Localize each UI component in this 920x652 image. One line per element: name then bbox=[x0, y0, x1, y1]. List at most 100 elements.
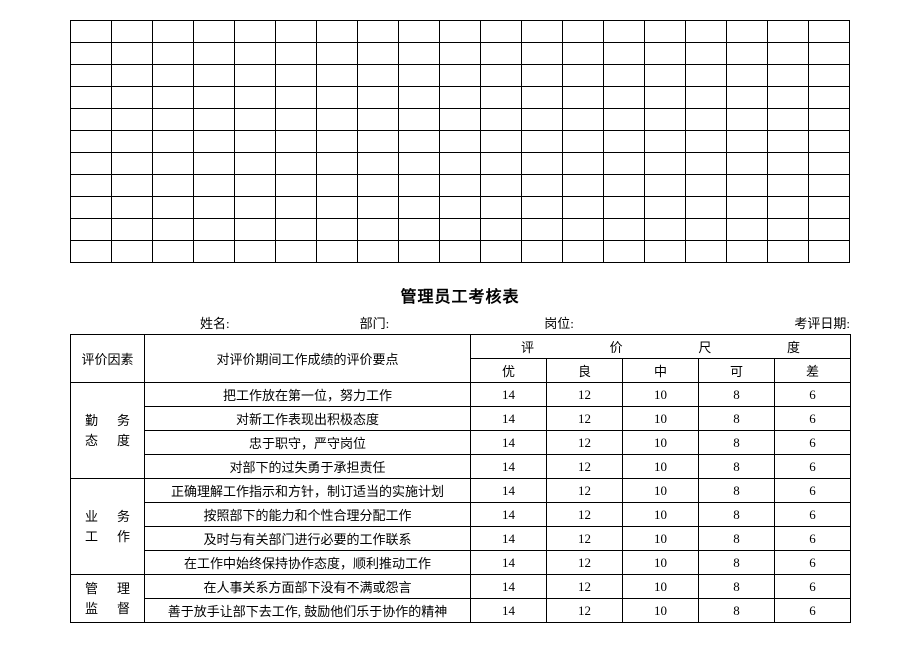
empty-cell bbox=[112, 175, 153, 197]
desc-cell: 忠于职守，严守岗位 bbox=[145, 431, 471, 455]
empty-cell bbox=[768, 153, 809, 175]
desc-cell: 对新工作表现出积极态度 bbox=[145, 407, 471, 431]
empty-cell bbox=[563, 109, 604, 131]
empty-cell bbox=[358, 131, 399, 153]
score-cell: 8 bbox=[699, 551, 775, 575]
empty-cell bbox=[522, 175, 563, 197]
table-row: 管 理监 督在人事关系方面部下没有不满或怨言14121086 bbox=[71, 575, 851, 599]
empty-cell bbox=[112, 43, 153, 65]
empty-cell bbox=[481, 241, 522, 263]
empty-cell bbox=[358, 109, 399, 131]
empty-cell bbox=[153, 197, 194, 219]
empty-cell bbox=[768, 197, 809, 219]
empty-cell bbox=[358, 21, 399, 43]
desc-cell: 善于放手让部下去工作, 鼓励他们乐于协作的精神 bbox=[145, 599, 471, 623]
empty-cell bbox=[604, 241, 645, 263]
score-cell: 10 bbox=[623, 503, 699, 527]
empty-cell bbox=[604, 43, 645, 65]
empty-cell bbox=[645, 109, 686, 131]
desc-cell: 在人事关系方面部下没有不满或怨言 bbox=[145, 575, 471, 599]
empty-cell bbox=[563, 65, 604, 87]
empty-cell bbox=[481, 153, 522, 175]
empty-cell bbox=[522, 219, 563, 241]
empty-cell bbox=[645, 175, 686, 197]
score-cell: 14 bbox=[471, 575, 547, 599]
desc-cell: 按照部下的能力和个性合理分配工作 bbox=[145, 503, 471, 527]
empty-cell bbox=[563, 219, 604, 241]
empty-cell bbox=[809, 65, 850, 87]
empty-cell bbox=[399, 197, 440, 219]
empty-cell bbox=[522, 87, 563, 109]
factor-cell: 业 务工 作 bbox=[71, 479, 145, 575]
empty-cell bbox=[604, 21, 645, 43]
score-cell: 14 bbox=[471, 503, 547, 527]
scale-header: 评 价 尺 度 bbox=[471, 335, 851, 359]
score-cell: 12 bbox=[547, 527, 623, 551]
empty-cell bbox=[194, 21, 235, 43]
empty-cell bbox=[563, 241, 604, 263]
empty-cell bbox=[317, 153, 358, 175]
score-cell: 12 bbox=[547, 599, 623, 623]
scale-label: 中 bbox=[623, 359, 699, 383]
empty-cell bbox=[358, 241, 399, 263]
empty-cell bbox=[522, 43, 563, 65]
score-cell: 14 bbox=[471, 455, 547, 479]
empty-cell bbox=[358, 153, 399, 175]
score-cell: 8 bbox=[699, 503, 775, 527]
empty-cell bbox=[112, 21, 153, 43]
empty-cell bbox=[481, 219, 522, 241]
desc-cell: 及时与有关部门进行必要的工作联系 bbox=[145, 527, 471, 551]
empty-cell bbox=[481, 21, 522, 43]
score-cell: 14 bbox=[471, 599, 547, 623]
empty-cell bbox=[194, 175, 235, 197]
empty-cell bbox=[645, 153, 686, 175]
empty-cell bbox=[399, 87, 440, 109]
score-cell: 12 bbox=[547, 407, 623, 431]
empty-cell bbox=[194, 43, 235, 65]
empty-cell bbox=[645, 197, 686, 219]
empty-cell bbox=[809, 87, 850, 109]
empty-cell bbox=[563, 153, 604, 175]
empty-cell bbox=[768, 241, 809, 263]
score-cell: 10 bbox=[623, 383, 699, 407]
empty-cell bbox=[194, 197, 235, 219]
score-cell: 6 bbox=[775, 551, 851, 575]
empty-cell bbox=[317, 21, 358, 43]
empty-cell bbox=[768, 219, 809, 241]
empty-cell bbox=[399, 109, 440, 131]
empty-cell bbox=[440, 87, 481, 109]
empty-cell bbox=[727, 175, 768, 197]
scale-label: 差 bbox=[775, 359, 851, 383]
empty-cell bbox=[686, 197, 727, 219]
score-cell: 12 bbox=[547, 503, 623, 527]
empty-cell bbox=[440, 65, 481, 87]
score-cell: 6 bbox=[775, 407, 851, 431]
empty-cell bbox=[317, 109, 358, 131]
empty-cell bbox=[809, 219, 850, 241]
empty-cell bbox=[481, 109, 522, 131]
score-cell: 14 bbox=[471, 479, 547, 503]
score-cell: 14 bbox=[471, 383, 547, 407]
empty-cell bbox=[71, 109, 112, 131]
empty-cell bbox=[686, 241, 727, 263]
empty-cell bbox=[604, 175, 645, 197]
score-cell: 14 bbox=[471, 431, 547, 455]
empty-cell bbox=[317, 197, 358, 219]
empty-cell bbox=[71, 65, 112, 87]
empty-cell bbox=[645, 21, 686, 43]
score-cell: 12 bbox=[547, 551, 623, 575]
empty-cell bbox=[276, 65, 317, 87]
empty-cell bbox=[358, 43, 399, 65]
empty-cell bbox=[235, 87, 276, 109]
empty-cell bbox=[276, 153, 317, 175]
scale-label: 良 bbox=[547, 359, 623, 383]
empty-cell bbox=[809, 241, 850, 263]
empty-cell bbox=[235, 65, 276, 87]
empty-cell bbox=[727, 131, 768, 153]
empty-cell bbox=[522, 21, 563, 43]
empty-cell bbox=[194, 219, 235, 241]
scale-label: 优 bbox=[471, 359, 547, 383]
score-cell: 8 bbox=[699, 599, 775, 623]
empty-cell bbox=[194, 109, 235, 131]
empty-cell bbox=[604, 131, 645, 153]
